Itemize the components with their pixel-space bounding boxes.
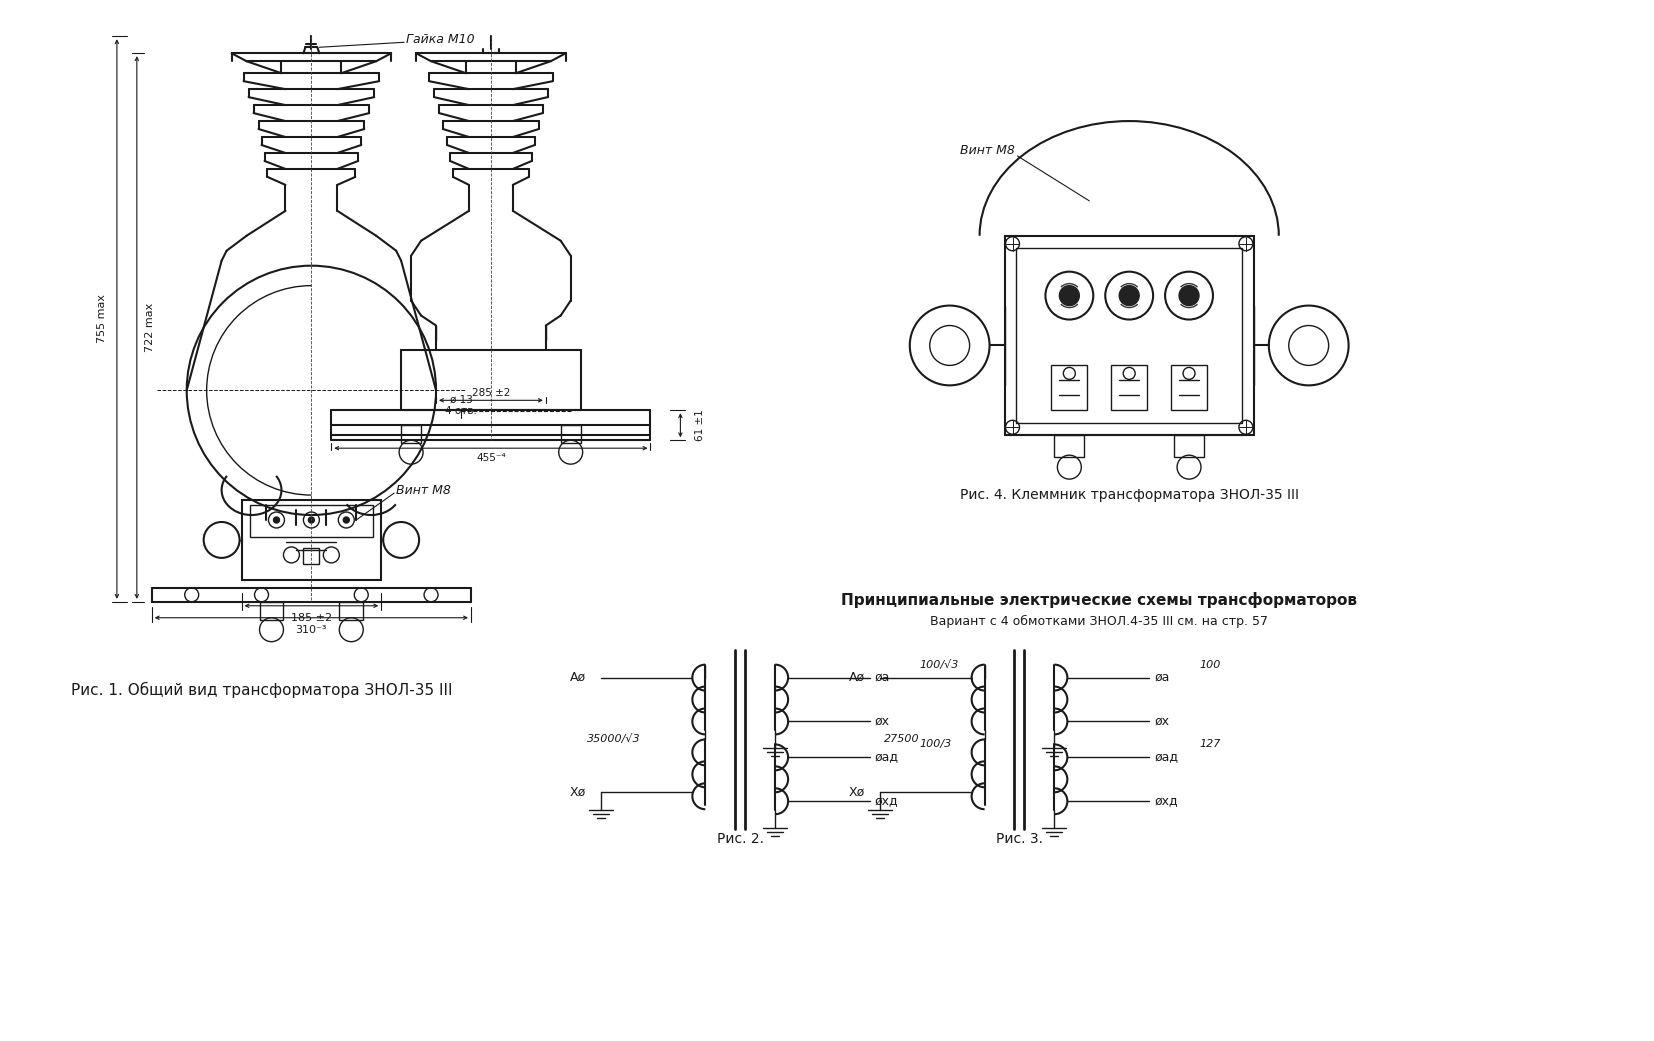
Text: 100: 100: [1199, 660, 1221, 669]
Bar: [561, 426, 581, 443]
Text: Aø: Aø: [849, 671, 865, 684]
Bar: [339, 602, 364, 619]
Text: 722 max: 722 max: [146, 303, 155, 352]
Circle shape: [1059, 285, 1080, 306]
Circle shape: [344, 517, 349, 523]
Text: Принципиальные электрические схемы трансформаторов: Принципиальные электрические схемы транс…: [842, 591, 1358, 608]
Circle shape: [1179, 285, 1199, 306]
Text: 61 ±1: 61 ±1: [695, 409, 705, 441]
Text: Гайка M10: Гайка M10: [407, 32, 475, 46]
Text: 27500: 27500: [885, 734, 920, 744]
Text: øx: øx: [875, 715, 890, 728]
Text: Винт M8: Винт M8: [959, 145, 1014, 157]
Text: øxд: øxд: [875, 794, 898, 808]
Text: øaд: øaд: [875, 751, 898, 764]
Text: øxд: øxд: [1154, 794, 1178, 808]
Text: 35000/√3: 35000/√3: [587, 734, 640, 744]
Text: Aø: Aø: [569, 671, 586, 684]
Text: 310⁻³: 310⁻³: [296, 625, 327, 635]
Text: Винт M8: Винт M8: [397, 484, 452, 497]
Text: Рис. 2.: Рис. 2.: [716, 832, 764, 846]
Bar: [241, 500, 380, 580]
Text: 100/√3: 100/√3: [920, 660, 959, 669]
Text: 455⁻⁴: 455⁻⁴: [476, 453, 506, 463]
Text: Рис. 4. Клеммник трансформатора ЗНОЛ-35 III: Рис. 4. Клеммник трансформатора ЗНОЛ-35 …: [959, 488, 1298, 502]
Bar: [260, 602, 283, 619]
Circle shape: [308, 517, 314, 523]
Bar: [1054, 435, 1085, 457]
Text: Xø: Xø: [569, 786, 586, 798]
Bar: [303, 548, 319, 564]
Text: 755 max: 755 max: [98, 294, 108, 344]
Text: øaд: øaд: [1154, 751, 1178, 764]
Bar: [1111, 365, 1148, 410]
Text: Вариант с 4 обмотками ЗНОЛ.4-35 III см. на стр. 57: Вариант с 4 обмотками ЗНОЛ.4-35 III см. …: [930, 615, 1269, 629]
Text: ø 13
4 отв.: ø 13 4 отв.: [445, 395, 476, 416]
Text: Рис. 3.: Рис. 3.: [996, 832, 1044, 846]
Text: Рис. 1. Общий вид трансформатора ЗНОЛ-35 III: Рис. 1. Общий вид трансформатора ЗНОЛ-35…: [71, 682, 452, 697]
Bar: [1174, 435, 1204, 457]
Bar: [1004, 235, 1254, 435]
Text: øa: øa: [875, 671, 890, 684]
Text: 100/3: 100/3: [920, 739, 953, 750]
Circle shape: [1120, 285, 1140, 306]
Circle shape: [273, 517, 280, 523]
Text: 127: 127: [1199, 739, 1221, 750]
Bar: [1171, 365, 1207, 410]
Bar: [250, 505, 374, 537]
Bar: [402, 426, 422, 443]
Bar: [1017, 248, 1242, 424]
Text: Xø: Xø: [849, 786, 865, 798]
Bar: [1052, 365, 1087, 410]
Text: øa: øa: [1154, 671, 1169, 684]
Text: 185 ±2: 185 ±2: [291, 613, 332, 623]
Text: 285 ±2: 285 ±2: [471, 388, 509, 399]
Text: øx: øx: [1154, 715, 1169, 728]
